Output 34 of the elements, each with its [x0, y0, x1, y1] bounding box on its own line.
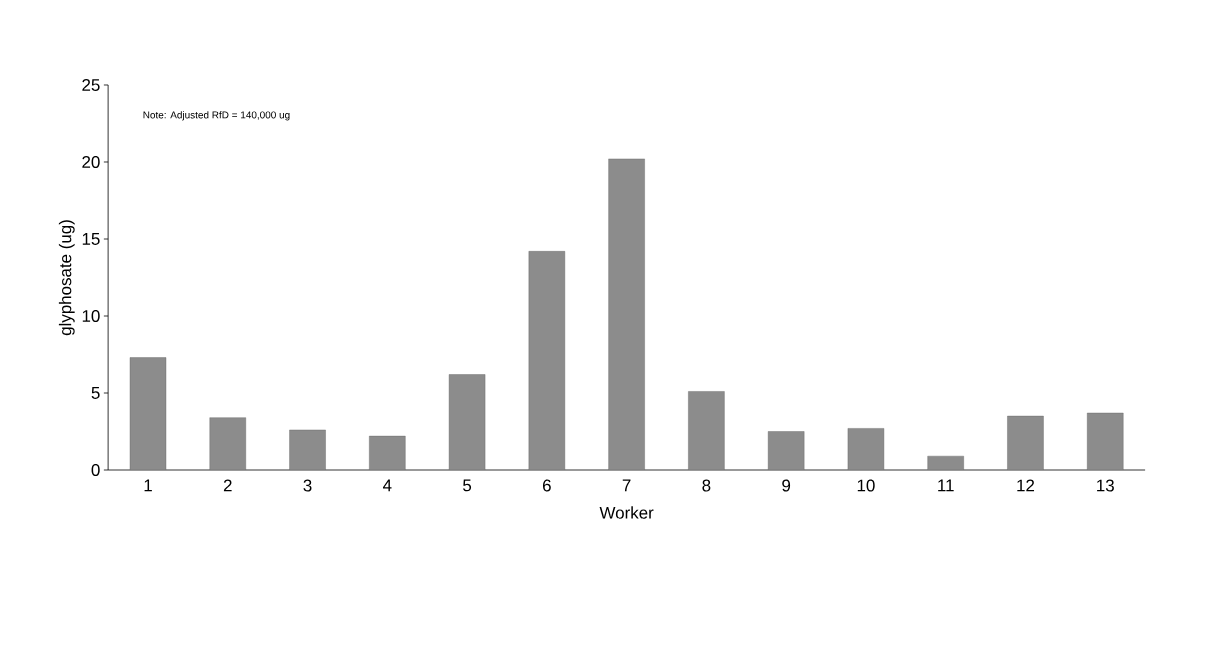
- bar: [1007, 415, 1044, 470]
- x-tick-label: 10: [857, 479, 875, 492]
- x-tick-label: 6: [543, 479, 551, 492]
- y-tick-label: 10: [82, 310, 100, 322]
- y-tick-label: 5: [91, 387, 100, 399]
- x-tick-label: 13: [1097, 479, 1114, 492]
- y-axis-title: glyphosate (ug): [58, 220, 75, 336]
- bar: [608, 158, 645, 470]
- bar: [289, 429, 326, 470]
- annotation: Note: Adjusted RfD = 140,000 ug: [143, 111, 290, 121]
- y-tick-label: 25: [82, 79, 100, 91]
- x-tick-label: 8: [702, 479, 711, 492]
- x-tick-label: 5: [463, 479, 472, 492]
- x-tick-label: 11: [938, 479, 954, 492]
- bar: [847, 428, 885, 470]
- x-tick-label: 9: [782, 479, 791, 492]
- bar: [369, 435, 406, 470]
- x-axis-title: Worker: [599, 506, 654, 519]
- x-tick-label: 1: [144, 479, 152, 492]
- bar: [1087, 412, 1124, 470]
- bar: [209, 417, 246, 470]
- y-tick-label: 0: [91, 464, 100, 476]
- bar: [448, 374, 486, 470]
- y-tick-label: 15: [82, 233, 100, 245]
- x-tick-label: 7: [622, 479, 631, 492]
- bar: [129, 357, 167, 470]
- bar: [767, 431, 805, 470]
- bar: [688, 391, 725, 470]
- x-tick-label: 2: [223, 479, 232, 492]
- x-tick-label: 12: [1017, 479, 1035, 492]
- x-tick-label: 4: [382, 479, 392, 492]
- bar: [528, 251, 566, 470]
- y-tick-label: 20: [82, 156, 100, 168]
- x-tick-label: 3: [303, 479, 312, 492]
